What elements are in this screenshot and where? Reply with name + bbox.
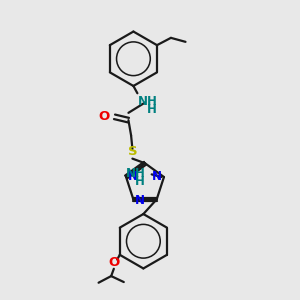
Text: NH: NH [126,167,146,179]
Text: H: H [134,175,144,188]
Text: O: O [108,256,119,268]
Text: S: S [128,145,137,158]
Text: N: N [128,170,138,183]
Text: N: N [135,194,145,207]
Text: H: H [147,103,157,116]
Text: NH: NH [138,94,158,108]
Text: N: N [152,170,162,183]
Text: O: O [98,110,110,123]
